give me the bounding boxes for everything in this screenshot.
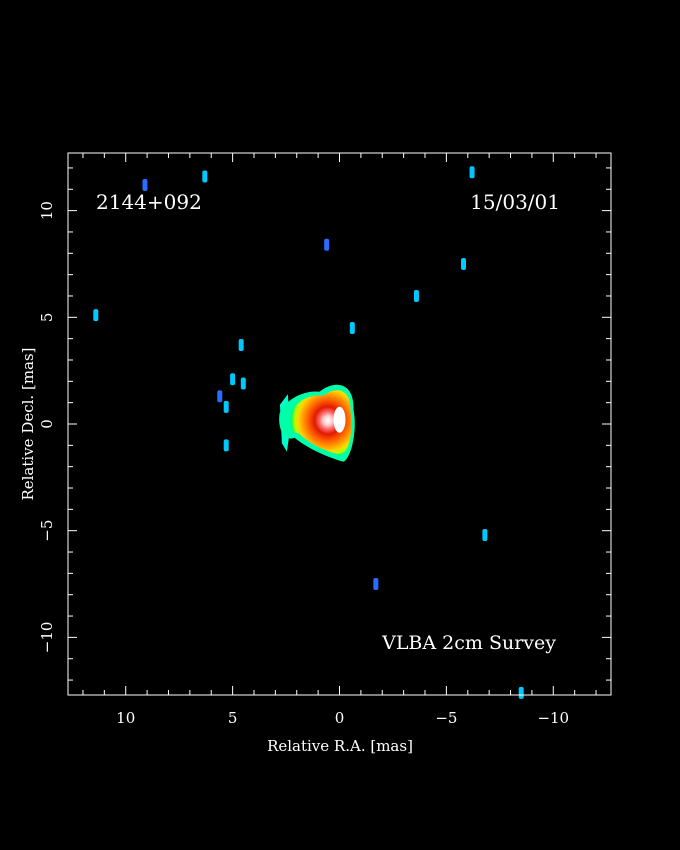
x-tick-label: 0 [335, 709, 345, 727]
emission-layer [93, 166, 524, 699]
y-tick-label: −10 [38, 622, 56, 654]
axis-ticks [68, 153, 611, 695]
observation-date-label: 15/03/01 [470, 190, 560, 214]
emission-spot-5 [240, 377, 246, 390]
emission-spot-13 [469, 166, 475, 179]
y-tick-label: 5 [38, 313, 56, 323]
core-peak [333, 406, 346, 433]
y-tick-label: −5 [38, 520, 56, 542]
source-name-label: 2144+092 [96, 190, 202, 214]
x-tick-label: −5 [435, 709, 457, 727]
emission-spot-14 [482, 528, 488, 541]
emission-spot-11 [413, 289, 419, 302]
emission-spot-4 [230, 373, 236, 386]
emission-spot-3 [238, 339, 244, 352]
emission-spot-16 [518, 686, 524, 699]
emission-spot-7 [223, 400, 229, 413]
tick-labels: 10 5 0 −5 −10 10 5 0 −5 −10 [38, 201, 569, 727]
emission-spot-8 [223, 439, 229, 452]
x-axis-label: Relative R.A. [mas] [267, 737, 413, 755]
emission-spot-6 [217, 390, 223, 403]
emission-spot-0 [93, 309, 99, 322]
emission-spot-15 [373, 578, 379, 591]
x-tick-label: 10 [116, 709, 135, 727]
core-blob [288, 390, 352, 455]
y-tick-label: 0 [38, 419, 56, 429]
emission-spot-2 [202, 170, 208, 183]
emission-spot-1 [142, 179, 148, 192]
emission-spot-9 [324, 238, 330, 251]
emission-spot-12 [460, 257, 466, 270]
y-axis-label: Relative Decl. [mas] [19, 347, 37, 500]
x-tick-label: −10 [537, 709, 569, 727]
survey-label: VLBA 2cm Survey [381, 632, 556, 654]
x-tick-label: 5 [228, 709, 238, 727]
emission-spot-10 [349, 321, 355, 334]
y-tick-label: 10 [38, 201, 56, 220]
